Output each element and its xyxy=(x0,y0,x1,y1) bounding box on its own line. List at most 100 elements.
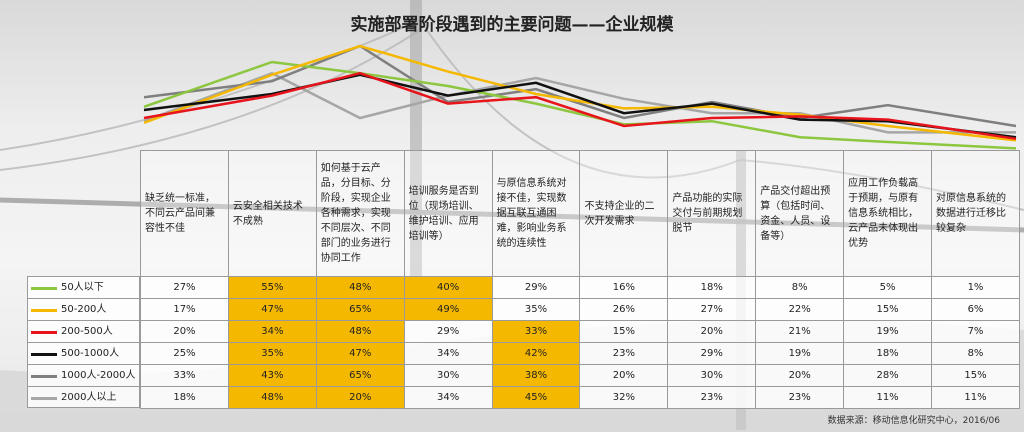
data-cell: 20% xyxy=(315,386,405,409)
data-cell: 15% xyxy=(843,298,933,321)
data-cell: 18% xyxy=(843,342,933,365)
legend-swatch xyxy=(31,397,57,400)
legend-swatch xyxy=(31,309,57,312)
data-cell: 19% xyxy=(755,342,845,365)
data-table: 缺乏统一标准，不同云产品间兼容性不佳 云安全相关技术不成熟 如何基于云产品，分目标、… xyxy=(140,150,1020,409)
data-cell: 26% xyxy=(579,298,669,321)
category-header-4: 培训服务是否到位（现场培训、维护培训、应用培训等） xyxy=(403,150,493,277)
legend-item: 200-500人 xyxy=(27,320,140,342)
data-cell: 38% xyxy=(491,364,581,387)
data-cell: 34% xyxy=(403,386,493,409)
data-cell: 23% xyxy=(667,386,757,409)
data-cell: 29% xyxy=(491,276,581,299)
data-cell: 15% xyxy=(579,320,669,343)
data-cell: 45% xyxy=(491,386,581,409)
category-header-3: 如何基于云产品，分目标、分阶段，实现企业各种需求，实现不同层次、不同部门的业务进… xyxy=(315,150,405,277)
category-header-9: 应用工作负载高于预期，与原有信息系统相比，云产品未体现出优势 xyxy=(843,150,933,277)
data-cell: 55% xyxy=(227,276,317,299)
data-cell: 17% xyxy=(140,298,229,321)
table-row: 18% 48% 20% 34% 45% 32% 23% 23% 11% 11% xyxy=(140,386,1020,409)
category-label: 产品交付超出预算（包括时间、资金、人员、设备等） xyxy=(760,185,831,242)
legend-swatch xyxy=(31,287,57,290)
data-cell: 18% xyxy=(667,276,757,299)
data-cell: 49% xyxy=(403,298,493,321)
table-body: 27% 55% 48% 40% 29% 16% 18% 8% 5% 1% 17% 47% 65% 49% 3… xyxy=(140,276,1020,409)
data-cell: 6% xyxy=(931,298,1020,321)
data-cell: 7% xyxy=(931,320,1020,343)
legend-label: 50人以下 xyxy=(61,282,104,293)
data-cell: 35% xyxy=(491,298,581,321)
data-cell: 20% xyxy=(140,320,229,343)
data-cell: 20% xyxy=(579,364,669,387)
legend-label: 50-200人 xyxy=(61,304,107,315)
data-cell: 33% xyxy=(491,320,581,343)
legend-item: 50人以下 xyxy=(27,276,140,298)
data-cell: 15% xyxy=(931,364,1020,387)
category-label: 云安全相关技术不成熟 xyxy=(232,200,303,227)
data-cell: 28% xyxy=(843,364,933,387)
data-cell: 43% xyxy=(227,364,317,387)
data-cell: 48% xyxy=(315,276,405,299)
legend-item: 2000人以上 xyxy=(27,386,140,408)
table-row: 27% 55% 48% 40% 29% 16% 18% 8% 5% 1% xyxy=(140,276,1020,299)
data-cell: 65% xyxy=(315,364,405,387)
header-row: 缺乏统一标准，不同云产品间兼容性不佳 云安全相关技术不成熟 如何基于云产品，分目标、… xyxy=(140,150,1020,277)
data-cell: 19% xyxy=(843,320,933,343)
data-cell: 23% xyxy=(755,386,845,409)
category-header-2: 云安全相关技术不成熟 xyxy=(227,150,317,277)
category-label: 培训服务是否到位（现场培训、维护培训、应用培训等） xyxy=(408,185,479,242)
data-cell: 65% xyxy=(315,298,405,321)
data-cell: 35% xyxy=(227,342,317,365)
data-cell: 11% xyxy=(843,386,933,409)
data-cell: 8% xyxy=(755,276,845,299)
data-cell: 32% xyxy=(579,386,669,409)
category-header-6: 不支持企业的二次开发需求 xyxy=(579,150,669,277)
category-label: 产品功能的实际交付与前期规划脱节 xyxy=(672,193,743,234)
data-cell: 48% xyxy=(227,386,317,409)
legend-item: 500-1000人 xyxy=(27,342,140,364)
chart-title: 实施部署阶段遇到的主要问题——企业规模 xyxy=(350,15,674,35)
data-cell: 27% xyxy=(140,276,229,299)
legend-label: 200-500人 xyxy=(61,326,113,337)
legend-item: 1000人-2000人 xyxy=(27,364,140,386)
data-cell: 48% xyxy=(315,320,405,343)
table-row: 20% 34% 48% 29% 33% 15% 20% 21% 19% 7% xyxy=(140,320,1020,343)
row-legend: 50人以下 50-200人 200-500人 500-1000人 1000人-2000人… xyxy=(27,276,140,408)
data-cell: 5% xyxy=(843,276,933,299)
series-line-5 xyxy=(143,44,1017,128)
data-cell: 8% xyxy=(931,342,1020,365)
table-row: 33% 43% 65% 30% 38% 20% 30% 20% 28% 15% xyxy=(140,364,1020,387)
data-cell: 30% xyxy=(667,364,757,387)
data-cell: 20% xyxy=(667,320,757,343)
data-cell: 16% xyxy=(579,276,669,299)
legend-label: 500-1000人 xyxy=(61,348,120,359)
category-label: 缺乏统一标准，不同云产品间兼容性不佳 xyxy=(145,193,215,234)
legend-label: 2000人以上 xyxy=(61,392,117,403)
legend-swatch xyxy=(31,331,57,334)
data-cell: 11% xyxy=(931,386,1020,409)
source-note: 数据来源：移动信息化研究中心，2016/06 xyxy=(827,416,1000,426)
table-row: 25% 35% 47% 34% 42% 23% 29% 19% 18% 8% xyxy=(140,342,1020,365)
data-cell: 1% xyxy=(931,276,1020,299)
category-header-5: 与原信息系统对接不佳，实现数据互联互通困难，影响业务系统的连续性 xyxy=(491,150,581,277)
data-cell: 23% xyxy=(579,342,669,365)
series-line-3 xyxy=(143,71,1017,141)
category-label: 应用工作负载高于预期，与原有信息系统相比，云产品未体现出优势 xyxy=(848,178,919,249)
category-label: 如何基于云产品，分目标、分阶段，实现企业各种需求，实现不同层次、不同部门的业务进… xyxy=(320,163,391,264)
category-header-8: 产品交付超出预算（包括时间、资金、人员、设备等） xyxy=(755,150,845,277)
data-cell: 29% xyxy=(667,342,757,365)
data-cell: 29% xyxy=(403,320,493,343)
data-cell: 47% xyxy=(315,342,405,365)
legend-swatch xyxy=(31,375,57,378)
data-cell: 21% xyxy=(755,320,845,343)
table-row: 17% 47% 65% 49% 35% 26% 27% 22% 15% 6% xyxy=(140,298,1020,321)
data-cell: 33% xyxy=(140,364,229,387)
legend-item: 50-200人 xyxy=(27,298,140,320)
data-cell: 40% xyxy=(403,276,493,299)
data-cell: 25% xyxy=(140,342,229,365)
data-cell: 22% xyxy=(755,298,845,321)
category-label: 不支持企业的二次开发需求 xyxy=(584,200,655,227)
data-cell: 30% xyxy=(403,364,493,387)
legend-label: 1000人-2000人 xyxy=(61,370,136,381)
